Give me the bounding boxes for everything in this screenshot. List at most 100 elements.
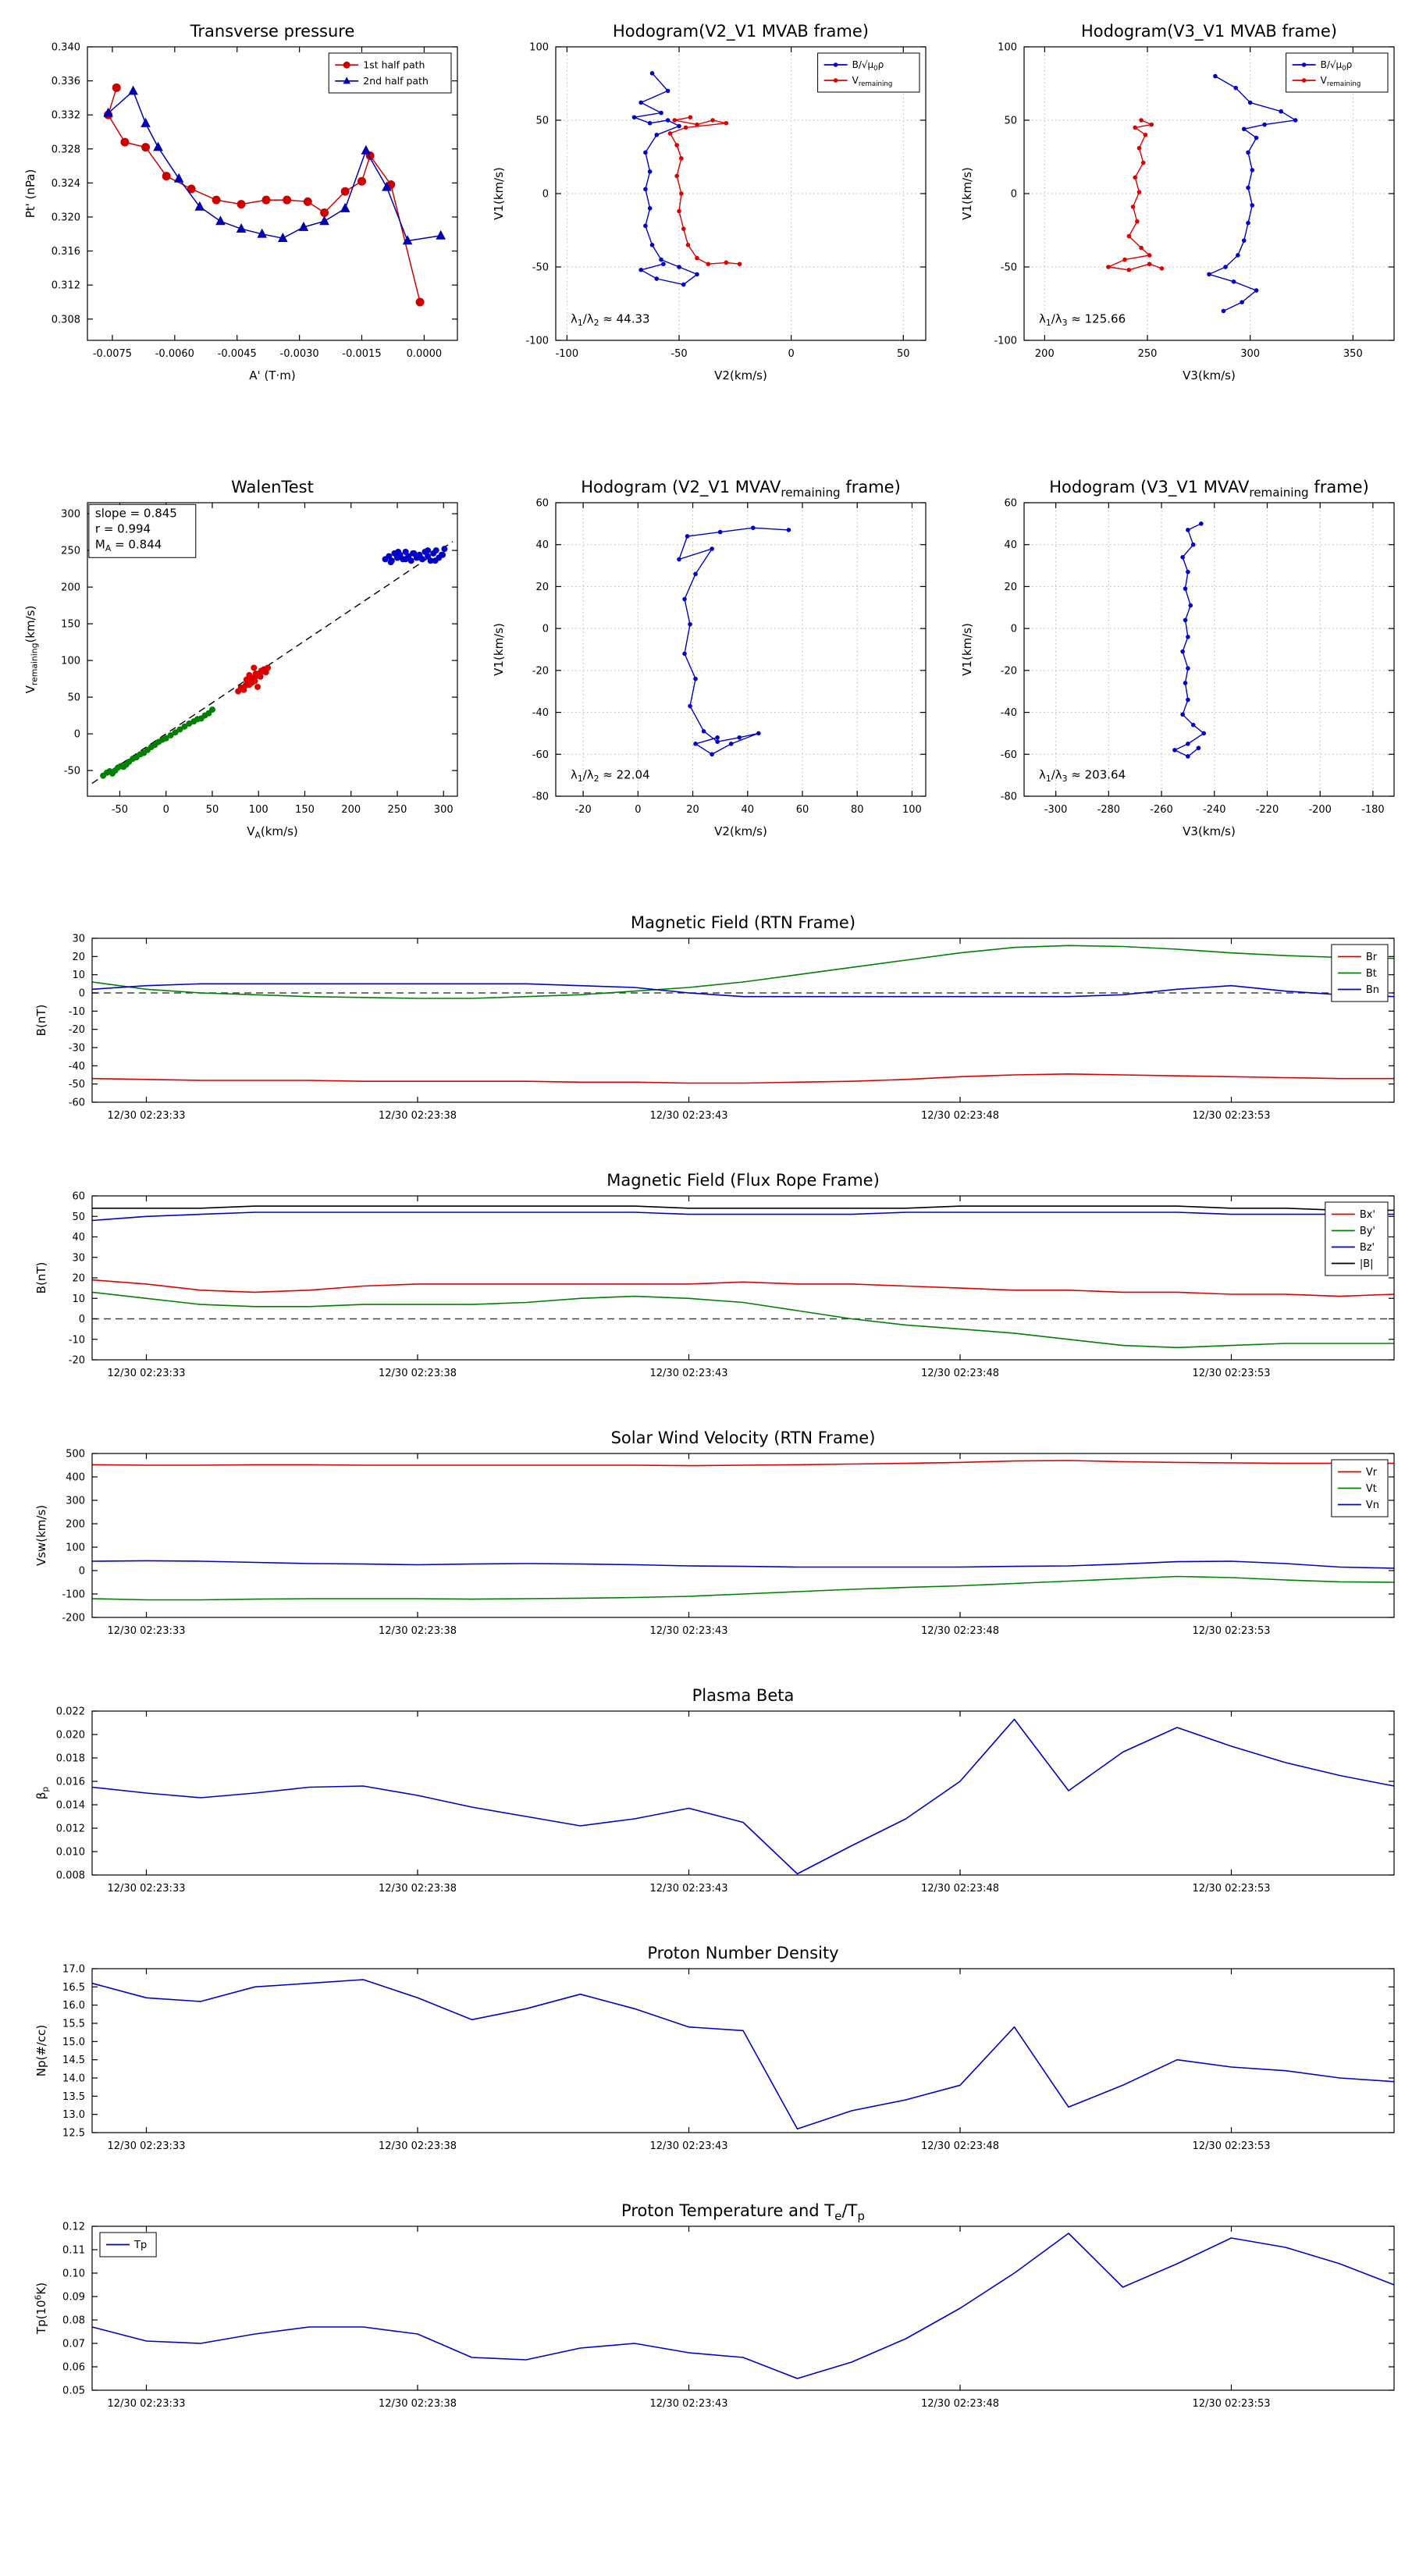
chart-walen-test: -50 0 50 100 150 200 250 300 -50 0 50 100 150 200 250 3… xyxy=(0,467,468,857)
chart-svg: -300 -280 -260 -240 -220 -200 -180-80-60-40-20… xyxy=(960,478,1395,838)
x-tick-label: 50 xyxy=(206,804,219,816)
legend-label: B/√μ0ρ xyxy=(1321,59,1353,73)
series-Vn xyxy=(91,1560,1395,1569)
y-tick-label: -40 xyxy=(69,1061,85,1073)
x-tick-label: 12/30 02:23:48 xyxy=(921,1368,999,1379)
y-tick-label: 0.328 xyxy=(52,144,80,155)
x-tick-label: 12/30 02:23:33 xyxy=(108,1368,186,1379)
y-tick-label: 0.008 xyxy=(56,1870,85,1882)
x-tick-label: -100 xyxy=(556,348,579,360)
axes-frame xyxy=(91,1968,1395,2133)
y-tick-label: 0 xyxy=(542,189,549,201)
y-tick-label: 15.5 xyxy=(62,2019,85,2030)
legend-label: Vremaining xyxy=(852,75,893,88)
y-tick-label: 0.316 xyxy=(52,246,80,258)
legend: B/√μ0ρ Vremaining xyxy=(1286,52,1389,93)
series-1st-half-path xyxy=(104,83,425,307)
series-Bn xyxy=(91,983,1395,998)
stats-line: MA = 0.844 xyxy=(95,537,162,553)
top-row: -0.0075 -0.0060 -0.0045 -0.0030 -0.0015 0.000… xyxy=(0,0,1405,401)
stats-line: r = 0.994 xyxy=(95,521,151,535)
chart-plasma-beta: 12/30 02:23:33 12/30 02:23:38 12/30 02:23:… xyxy=(0,1681,1405,1916)
x-tick-label: 12/30 02:23:53 xyxy=(1193,1110,1271,1122)
x-tick-label: 12/30 02:23:33 xyxy=(108,2140,186,2152)
ticks xyxy=(87,46,457,340)
x-axis-label: V2(km/s) xyxy=(714,368,767,382)
x-tick-label: 12/30 02:23:38 xyxy=(379,2140,457,2152)
y-tick-label: 0.010 xyxy=(56,1847,85,1859)
chart-magnetic-field-flux-rope: 12/30 02:23:33 12/30 02:23:38 12/30 02:23:… xyxy=(0,1166,1405,1400)
y-tick-label: 14.0 xyxy=(62,2073,85,2085)
y-tick-label: 50 xyxy=(72,1212,85,1223)
y-tick-label: 0.08 xyxy=(62,2315,85,2327)
x-tick-label: 80 xyxy=(851,804,864,816)
series-2nd-half-path xyxy=(103,85,446,245)
x-tick-label: -50 xyxy=(112,804,128,816)
x-axis-label: V3(km/s) xyxy=(1183,824,1236,838)
chart-hodogram-v3v1-mvab: 200 250 300 350 -100 -50 0 50 100 Hodogram(V3_V1 … xyxy=(937,11,1405,401)
ticks xyxy=(92,1710,1394,1876)
y-tick-label: -20 xyxy=(69,1355,85,1367)
x-tick-label: -240 xyxy=(1203,804,1226,816)
y-tick-label: 0.09 xyxy=(62,2292,85,2304)
y-tick-label: 200 xyxy=(61,582,80,594)
x-tick-label: 0.0000 xyxy=(407,348,443,360)
chart-title: WalenTest xyxy=(231,478,314,496)
chart-title: Proton Temperature and Te/Tp xyxy=(621,2201,865,2223)
y-tick-label: 60 xyxy=(72,1191,85,1203)
x-axis-label: V2(km/s) xyxy=(714,824,767,838)
x-tick-label: -0.0015 xyxy=(342,348,381,360)
x-tick-label: 12/30 02:23:53 xyxy=(1193,1368,1271,1379)
y-tick-label: -40 xyxy=(532,707,549,719)
y-tick-label: 30 xyxy=(72,1252,85,1264)
annotation: λ1/λ2 ≈ 44.33 xyxy=(571,311,650,328)
x-tick-label: 0 xyxy=(635,804,641,816)
chart-title: Plasma Beta xyxy=(692,1686,795,1705)
x-axis-label: A' (T·m) xyxy=(249,368,295,382)
y-tick-label: 0.018 xyxy=(56,1753,85,1765)
legend-label: Vr xyxy=(1366,1467,1378,1478)
series-inbound xyxy=(100,706,215,779)
y-tick-label: 0.016 xyxy=(56,1777,85,1788)
ticks xyxy=(92,1453,1394,1618)
x-tick-label: -300 xyxy=(1044,804,1068,816)
y-tick-label: -60 xyxy=(532,749,549,761)
y-tick-label: 0.320 xyxy=(52,212,80,223)
x-tick-label: 50 xyxy=(897,348,910,360)
y-tick-label: -10 xyxy=(69,1334,85,1346)
legend-label: Vn xyxy=(1366,1500,1379,1511)
x-tick-label: 12/30 02:23:33 xyxy=(108,1883,186,1895)
legend-label: |B| xyxy=(1360,1258,1374,1270)
y-tick-label: 20 xyxy=(72,1273,85,1285)
y-tick-label: 0.022 xyxy=(56,1706,85,1718)
ticks xyxy=(92,1195,1394,1361)
legend-label: By' xyxy=(1360,1226,1375,1237)
y-tick-label: 50 xyxy=(535,116,549,127)
ticks xyxy=(1024,502,1394,797)
x-tick-label: 12/30 02:23:53 xyxy=(1193,2398,1271,2410)
legend-label: Tp xyxy=(133,2240,147,2251)
x-tick-label: 12/30 02:23:48 xyxy=(921,1110,999,1122)
y-tick-label: -30 xyxy=(69,1043,85,1055)
y-tick-label: 40 xyxy=(535,539,549,551)
x-tick-label: -0.0030 xyxy=(280,348,319,360)
y-tick-label: 15.0 xyxy=(62,2037,85,2048)
y-tick-label: 40 xyxy=(1004,539,1017,551)
y-tick-label: 0.014 xyxy=(56,1800,85,1812)
x-tick-label: 12/30 02:23:53 xyxy=(1193,2140,1271,2152)
y-tick-label: 30 xyxy=(72,934,85,945)
y-tick-label: 0 xyxy=(79,1566,85,1578)
legend-label: Vt xyxy=(1366,1483,1377,1495)
axes-frame xyxy=(91,1195,1395,1361)
x-tick-label: 12/30 02:23:38 xyxy=(379,1368,457,1379)
chart-svg: -0.0075 -0.0060 -0.0045 -0.0030 -0.0015 0.000… xyxy=(23,22,458,382)
grid xyxy=(556,502,926,797)
chart-proton-number-density: 12/30 02:23:33 12/30 02:23:38 12/30 02:23:… xyxy=(0,1939,1405,2173)
y-tick-label: -50 xyxy=(69,1079,85,1091)
y-axis-label: V1(km/s) xyxy=(960,623,974,676)
y-tick-label: -20 xyxy=(1001,665,1017,677)
legend-label: Bt xyxy=(1366,968,1377,980)
y-tick-label: -200 xyxy=(62,1613,85,1624)
y-tick-label: -100 xyxy=(994,336,1017,347)
series-Vremaining xyxy=(1106,118,1165,272)
